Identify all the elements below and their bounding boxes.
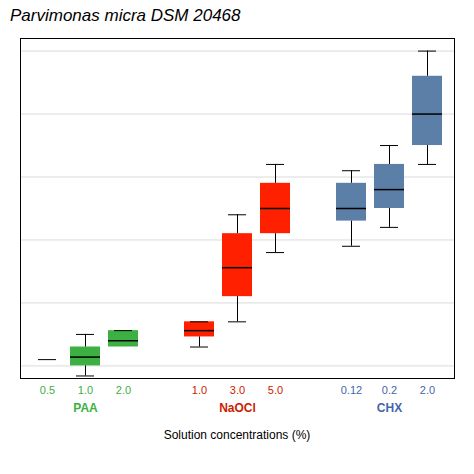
svg-text:2.0: 2.0 xyxy=(116,384,131,396)
svg-text:2.0: 2.0 xyxy=(420,384,435,396)
svg-text:PAA: PAA xyxy=(73,401,98,415)
svg-text:0.2: 0.2 xyxy=(382,384,397,396)
svg-text:NaOCl: NaOCl xyxy=(219,401,256,415)
svg-text:0.12: 0.12 xyxy=(341,384,362,396)
svg-text:5.0: 5.0 xyxy=(268,384,283,396)
svg-text:1.0: 1.0 xyxy=(78,384,93,396)
svg-text:3.0: 3.0 xyxy=(230,384,245,396)
svg-text:1.0: 1.0 xyxy=(192,384,207,396)
html-text:Solution concentrations (%): Solution concentrations (%) xyxy=(163,428,311,442)
svg-text:0.5: 0.5 xyxy=(40,384,55,396)
html-text:Parvimonas micra DSM 20468: Parvimonas micra DSM 20468 xyxy=(10,6,241,25)
svg-text:CHX: CHX xyxy=(377,401,402,415)
